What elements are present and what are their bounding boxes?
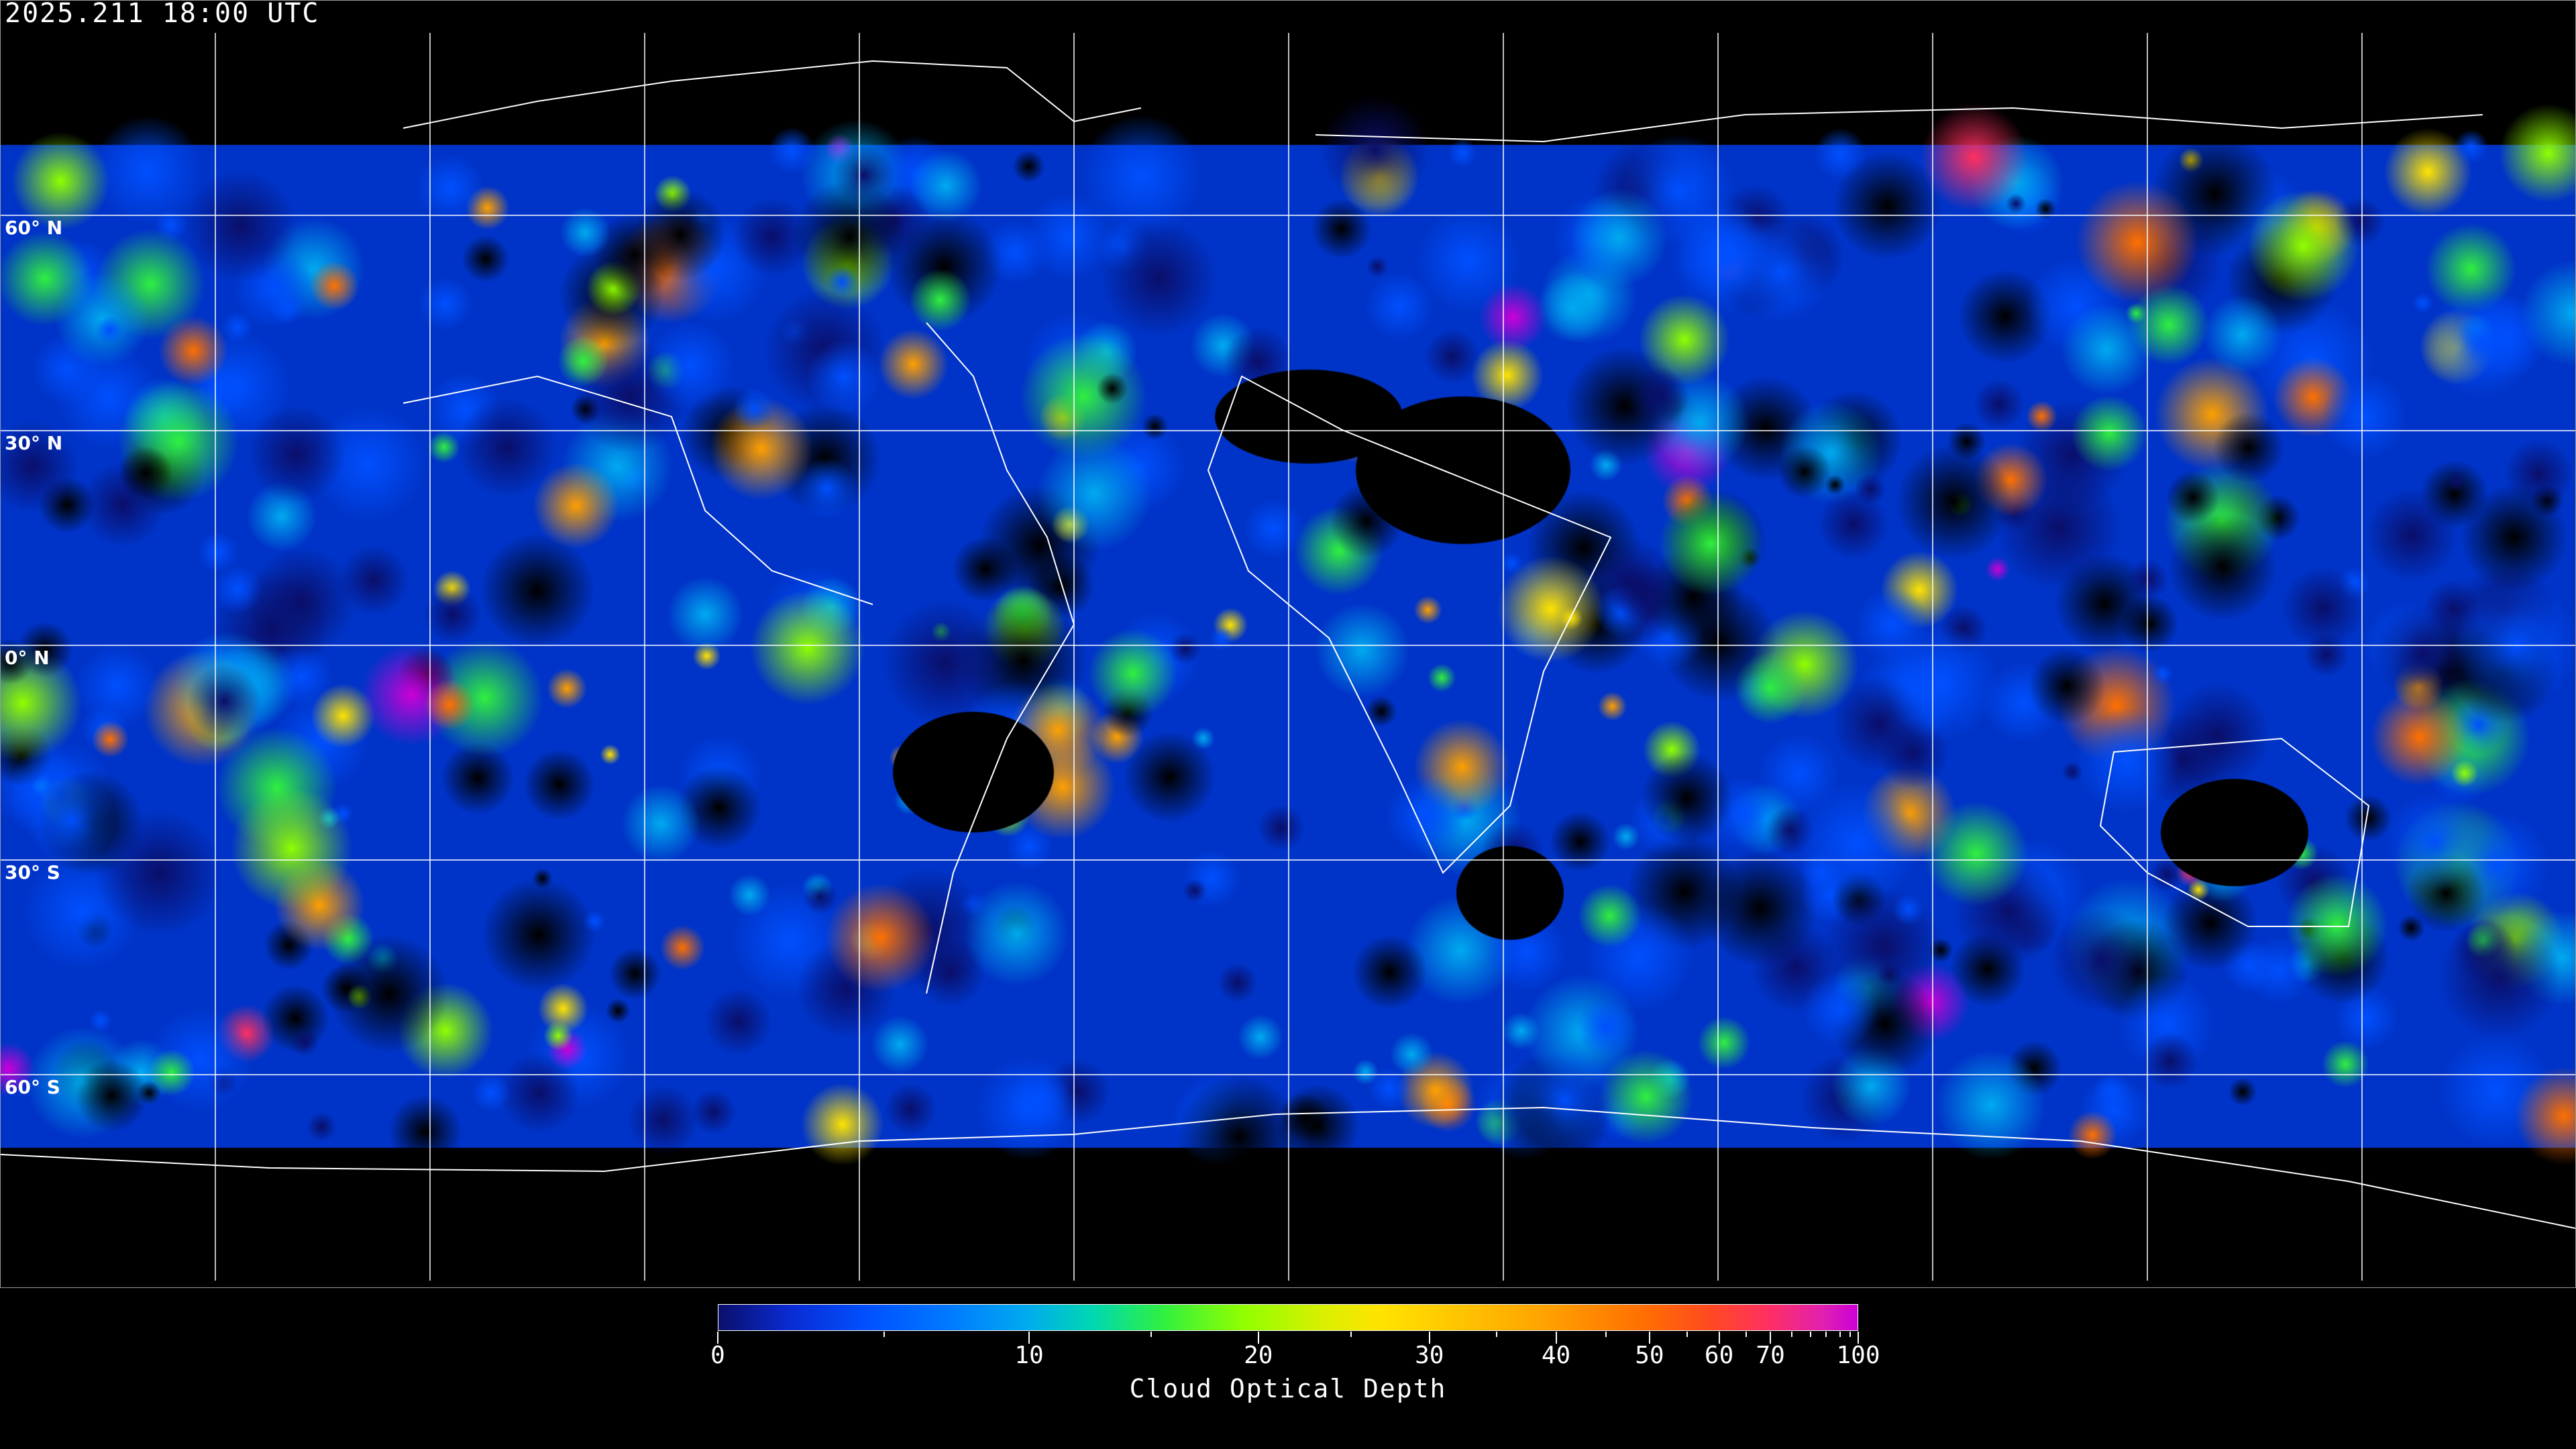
colorbar-minor-tick	[1825, 1332, 1827, 1337]
colorbar-major-tick	[1428, 1332, 1430, 1344]
lat-label-30n: 30° N	[5, 432, 63, 454]
coastline	[1, 1106, 2575, 1229]
colorbar-major-tick	[1028, 1332, 1030, 1344]
colorbar-major-tick	[717, 1332, 718, 1344]
colorbar-minor-tick	[1150, 1332, 1152, 1337]
timestamp: 2025.211 18:00 UTC	[5, 0, 320, 29]
colorbar-minor-tick	[1849, 1332, 1851, 1337]
colorbar-minor-tick	[1496, 1332, 1498, 1337]
coastline	[2099, 737, 2370, 927]
colorbar-major-tick	[1770, 1332, 1772, 1344]
colorbar-tick-label: 0	[710, 1342, 725, 1369]
colorbar-tick-label: 100	[1836, 1342, 1880, 1369]
lat-label-60s: 60° S	[5, 1076, 60, 1098]
lat-label-0n: 0° N	[5, 647, 50, 669]
coastline	[402, 375, 873, 605]
colorbar-tick-label: 50	[1635, 1342, 1664, 1369]
colorbar-major-tick	[1257, 1332, 1259, 1344]
colorbar-major-tick	[1555, 1332, 1557, 1344]
colorbar-minor-tick	[1350, 1332, 1352, 1337]
coastline	[926, 322, 1075, 994]
colorbar-minor-tick	[1791, 1332, 1793, 1337]
colorbar-minor-tick	[1746, 1332, 1748, 1337]
coastline	[1315, 107, 2483, 143]
colorbar-title: Cloud Optical Depth	[1129, 1374, 1447, 1403]
colorbar-minor-tick	[1839, 1332, 1841, 1337]
lat-label-30s: 30° S	[5, 861, 60, 883]
colorbar-tick-label: 70	[1756, 1342, 1785, 1369]
graticule	[1, 33, 2575, 1281]
colorbar-major-tick	[1648, 1332, 1650, 1344]
coastline	[402, 60, 1142, 129]
cloud-optical-depth-map: 2025.211 18:00 UTC 60° N 30° N 0° N 30° …	[0, 0, 2576, 1288]
coastline	[1207, 375, 1612, 874]
colorbar-minor-tick	[1686, 1332, 1688, 1337]
lat-label-60n: 60° N	[5, 217, 63, 239]
colorbar-tick-label: 10	[1014, 1342, 1044, 1369]
colorbar-tick-label: 30	[1415, 1342, 1444, 1369]
colorbar	[718, 1304, 1858, 1331]
colorbar-tick-label: 40	[1541, 1342, 1571, 1369]
colorbar-tick-label: 60	[1704, 1342, 1734, 1369]
colorbar-minor-tick	[1809, 1332, 1811, 1337]
colorbar-minor-tick	[883, 1332, 885, 1337]
colorbar-major-tick	[1718, 1332, 1720, 1344]
colorbar-major-tick	[1858, 1332, 1859, 1344]
colorbar-minor-tick	[1605, 1332, 1607, 1337]
colorbar-tick-label: 20	[1244, 1342, 1273, 1369]
